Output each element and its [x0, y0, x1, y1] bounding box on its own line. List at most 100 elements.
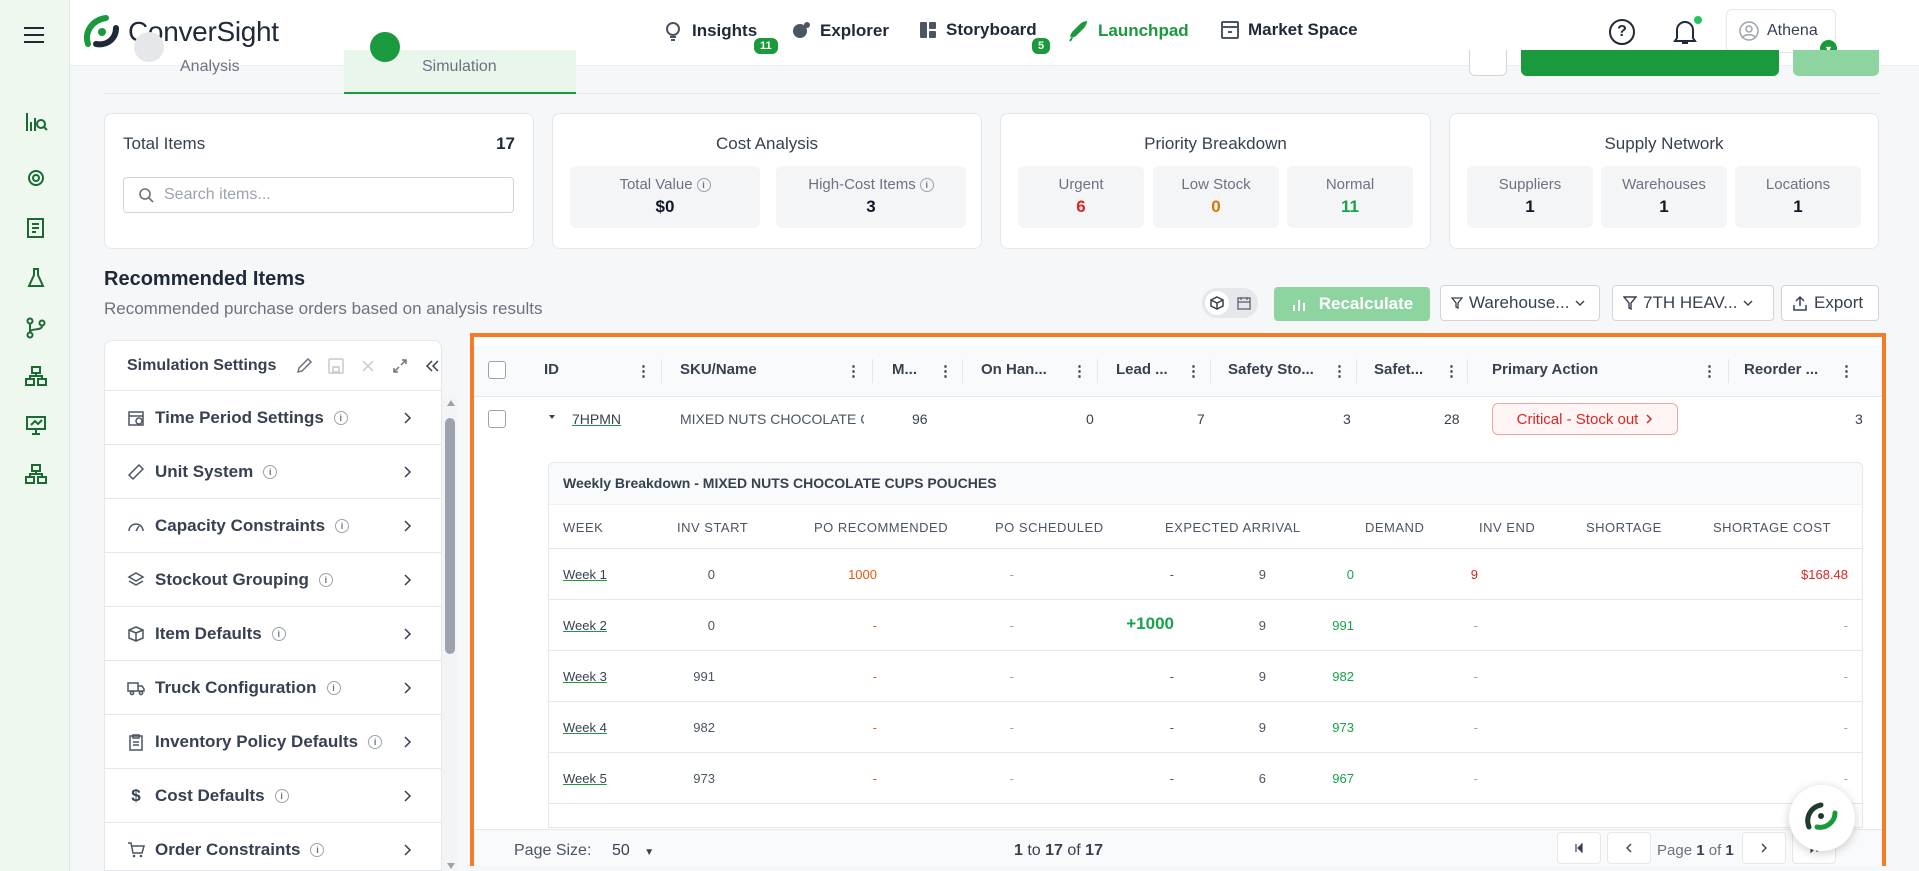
week-link[interactable]: Week 3: [563, 669, 607, 684]
setting-capacity-constraints[interactable]: Capacity Constraints i: [105, 499, 441, 553]
column-separator[interactable]: [962, 359, 963, 383]
expand-row-icon[interactable]: [548, 413, 556, 421]
save-icon[interactable]: [327, 357, 345, 375]
setting-item-defaults[interactable]: Item Defaults i: [105, 607, 441, 661]
bell-icon[interactable]: [1672, 18, 1698, 46]
setting-cost-defaults[interactable]: $ Cost Defaults i: [105, 769, 441, 823]
top-disabled-button[interactable]: [1793, 50, 1879, 76]
next-page-button[interactable]: [1742, 832, 1786, 864]
setting-inventory-policy-defaults[interactable]: Inventory Policy Defaults i: [105, 715, 441, 769]
info-icon[interactable]: i: [263, 464, 278, 479]
nav-market-space[interactable]: Market Space: [1220, 20, 1358, 40]
column-menu-icon[interactable]: ⋮: [636, 363, 651, 380]
search-input[interactable]: Search items...: [123, 177, 514, 213]
page-size-select[interactable]: 50 ▼: [612, 842, 654, 860]
user-menu[interactable]: Athena: [1726, 9, 1836, 53]
column-separator[interactable]: [1210, 359, 1211, 383]
column-header-safety[interactable]: Safet...: [1374, 361, 1424, 378]
heav-filter[interactable]: 7TH HEAV...: [1612, 285, 1774, 321]
week-link[interactable]: Week 2: [563, 618, 607, 633]
setting-stockout-grouping[interactable]: Stockout Grouping i: [105, 553, 441, 607]
warehouse-filter[interactable]: Warehouse...: [1440, 285, 1600, 321]
brand-logo[interactable]: ConverSight: [82, 14, 279, 50]
info-icon[interactable]: i: [919, 177, 934, 192]
scroll-up-icon[interactable]: [446, 399, 456, 407]
nav-launchpad[interactable]: Launchpad: [1068, 20, 1189, 42]
info-icon[interactable]: i: [274, 788, 289, 803]
column-menu-icon[interactable]: ⋮: [1332, 363, 1347, 380]
nav-storyboard[interactable]: Storyboard: [918, 20, 1037, 40]
primary-action-badge[interactable]: Critical - Stock out: [1492, 403, 1678, 435]
column-menu-icon[interactable]: ⋮: [846, 363, 861, 380]
close-icon[interactable]: [359, 357, 377, 375]
column-separator[interactable]: [1728, 359, 1729, 383]
analysis-icon[interactable]: [24, 110, 48, 134]
column-header-sku[interactable]: SKU/Name: [680, 361, 757, 378]
column-separator[interactable]: [1467, 359, 1468, 383]
prev-page-button[interactable]: [1607, 832, 1651, 864]
info-icon[interactable]: i: [368, 734, 383, 749]
presentation-icon[interactable]: [24, 413, 48, 437]
info-icon[interactable]: i: [318, 572, 333, 587]
gear-icon[interactable]: [24, 166, 48, 190]
nav-insights[interactable]: Insights: [662, 20, 757, 42]
column-menu-icon[interactable]: ⋮: [1444, 363, 1459, 380]
column-menu-icon[interactable]: ⋮: [938, 363, 953, 380]
report-icon[interactable]: [24, 216, 48, 240]
recalculate-button[interactable]: Recalculate: [1274, 287, 1430, 321]
top-secondary-button[interactable]: [1469, 50, 1507, 76]
column-menu-icon[interactable]: ⋮: [1072, 363, 1087, 380]
tab-analysis[interactable]: Analysis: [104, 32, 344, 94]
settings-scrollbar-thumb[interactable]: [445, 418, 455, 654]
column-header-reorder[interactable]: Reorder ...: [1744, 361, 1819, 378]
nav-explorer[interactable]: Explorer: [790, 20, 889, 42]
expand-icon[interactable]: [391, 357, 409, 375]
info-icon[interactable]: i: [333, 410, 348, 425]
column-menu-icon[interactable]: ⋮: [1186, 363, 1201, 380]
setting-unit-system[interactable]: Unit System i: [105, 445, 441, 499]
top-primary-button[interactable]: [1521, 50, 1779, 76]
info-icon[interactable]: i: [310, 842, 325, 857]
tab-simulation[interactable]: Simulation: [344, 32, 576, 94]
info-icon[interactable]: i: [271, 626, 286, 641]
flask-icon[interactable]: [24, 266, 48, 290]
column-separator[interactable]: [872, 359, 873, 383]
column-header-id[interactable]: ID: [544, 361, 559, 378]
column-separator[interactable]: [1356, 359, 1357, 383]
calendar-icon[interactable]: [1233, 292, 1255, 314]
column-header-m[interactable]: M...: [892, 361, 917, 378]
branch-icon[interactable]: [24, 316, 48, 340]
hierarchy-icon[interactable]: [24, 364, 48, 388]
column-header-on-hand[interactable]: On Han...: [981, 361, 1047, 378]
column-separator[interactable]: [661, 359, 662, 383]
setting-truck-configuration[interactable]: Truck Configuration i: [105, 661, 441, 715]
first-page-button[interactable]: [1557, 832, 1601, 864]
export-button[interactable]: Export: [1781, 285, 1879, 321]
row-checkbox[interactable]: [488, 410, 506, 428]
org-chart-icon[interactable]: [24, 462, 48, 486]
cube-icon[interactable]: [1205, 291, 1229, 315]
info-icon[interactable]: i: [335, 518, 350, 533]
item-id-link[interactable]: 7HPMN: [572, 411, 622, 427]
view-toggle[interactable]: [1202, 288, 1258, 318]
scroll-down-icon[interactable]: [446, 862, 456, 870]
info-icon[interactable]: i: [696, 177, 711, 192]
edit-icon[interactable]: [295, 357, 313, 375]
column-menu-icon[interactable]: ⋮: [1702, 363, 1717, 380]
select-all-checkbox[interactable]: [488, 361, 506, 379]
column-separator[interactable]: [1097, 359, 1098, 383]
info-icon[interactable]: i: [326, 680, 341, 695]
week-link[interactable]: Week 1: [563, 567, 607, 582]
setting-time-period[interactable]: Time Period Settings i: [105, 391, 441, 445]
column-header-lead[interactable]: Lead ...: [1116, 361, 1168, 378]
column-header-primary-action[interactable]: Primary Action: [1492, 361, 1599, 378]
week-link[interactable]: Week 5: [563, 771, 607, 786]
column-header-safety-stock[interactable]: Safety Sto...: [1228, 361, 1314, 378]
collapse-left-icon[interactable]: [423, 357, 441, 375]
setting-order-constraints[interactable]: Order Constraints i: [105, 823, 441, 870]
assistant-chat-button[interactable]: [1789, 785, 1855, 851]
hamburger-menu-icon[interactable]: [23, 26, 45, 44]
week-link[interactable]: Week 4: [563, 720, 607, 735]
help-icon[interactable]: ?: [1609, 19, 1635, 45]
column-menu-icon[interactable]: ⋮: [1839, 363, 1854, 380]
